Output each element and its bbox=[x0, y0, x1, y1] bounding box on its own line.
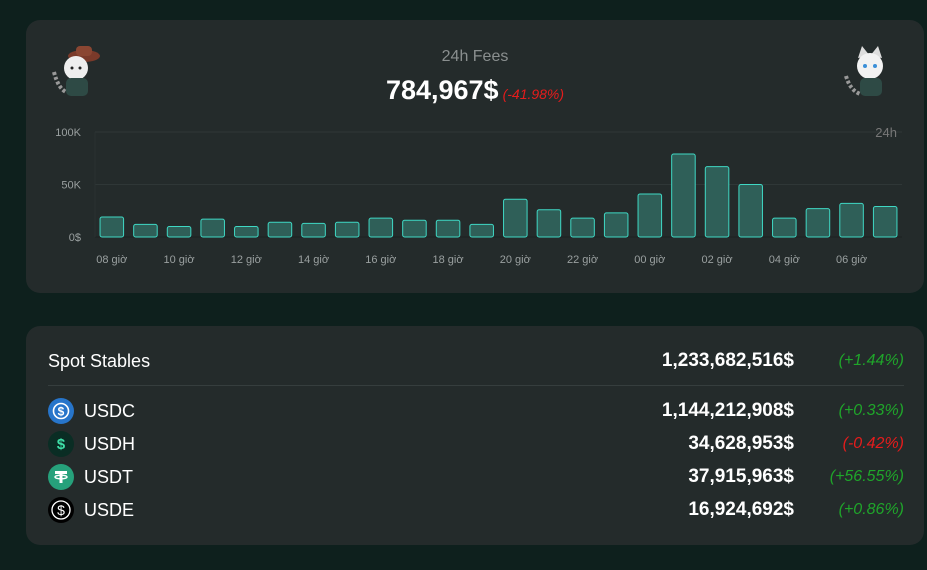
x-tick-label: 02 giờ bbox=[702, 254, 733, 266]
bar bbox=[872, 206, 898, 238]
fees-card: 24h Fees 784,967$ (-41.98%) 0$ 50K 100K 08 g… bbox=[26, 20, 924, 293]
usdh-icon: $ bbox=[48, 431, 74, 457]
stables-title: Spot Stables bbox=[48, 350, 151, 371]
stable-name: USDE bbox=[84, 499, 135, 520]
stable-amount: 34,628,953$ bbox=[688, 433, 794, 454]
x-tick-label: 08 giờ bbox=[96, 254, 127, 266]
stable-amount: 16,924,692$ bbox=[688, 499, 794, 520]
stable-row-usde: $ USDE 16,924,692$ (+0.86%) bbox=[48, 495, 904, 525]
mascot-cat-icon bbox=[844, 46, 883, 96]
bar bbox=[200, 218, 225, 238]
bar bbox=[637, 193, 663, 238]
bar bbox=[166, 226, 192, 238]
bar bbox=[334, 221, 360, 238]
stable-amount: 1,144,212,908$ bbox=[661, 400, 794, 421]
bar bbox=[234, 226, 259, 238]
stable-name: USDT bbox=[84, 466, 133, 487]
fees-change: (-41.98%) bbox=[502, 86, 565, 102]
y-tick-label: 50K bbox=[61, 180, 81, 192]
x-tick-label: 16 giờ bbox=[365, 254, 396, 266]
svg-text:$: $ bbox=[57, 502, 65, 518]
x-tick-label: 06 giờ bbox=[836, 254, 867, 266]
stables-header: Spot Stables 1,233,682,516$ (+1.44%) bbox=[48, 346, 904, 376]
usde-icon: $ bbox=[48, 497, 74, 523]
usdt-icon bbox=[48, 464, 74, 490]
stable-row-usdc: $ USDC 1,144,212,908$ (+0.33%) bbox=[48, 396, 904, 426]
y-tick-label: 0$ bbox=[69, 232, 81, 244]
stable-row-usdt: USDT 37,915,963$ (+56.55%) bbox=[48, 462, 904, 492]
stable-change: (+0.86%) bbox=[838, 501, 904, 518]
stable-amount: 37,915,963$ bbox=[688, 466, 794, 487]
bar bbox=[805, 208, 831, 238]
x-tick-label: 14 giờ bbox=[298, 254, 329, 266]
bar bbox=[301, 222, 326, 238]
x-tick-label: 12 giờ bbox=[231, 254, 262, 266]
stable-row-usdh: $ USDH 34,628,953$ (-0.42%) bbox=[48, 429, 904, 459]
bar bbox=[503, 198, 528, 238]
bar bbox=[99, 216, 125, 238]
svg-text:$: $ bbox=[58, 405, 65, 419]
svg-text:$: $ bbox=[56, 437, 65, 454]
x-tick-label: 10 giờ bbox=[164, 254, 195, 266]
bar bbox=[570, 217, 595, 238]
bar bbox=[368, 217, 394, 238]
bar bbox=[469, 223, 494, 238]
usdc-icon: $ bbox=[48, 398, 74, 424]
x-tick-label: 20 giờ bbox=[500, 254, 531, 266]
bar bbox=[402, 219, 427, 238]
stables-total-change: (+1.44%) bbox=[838, 352, 904, 369]
fees-total: 784,967$ (-41.98%) bbox=[26, 75, 924, 106]
mascot-cat-hat-icon bbox=[52, 46, 100, 96]
stable-name: USDC bbox=[84, 400, 136, 421]
stable-name: USDH bbox=[84, 433, 136, 454]
bar bbox=[435, 219, 461, 238]
bar bbox=[772, 217, 797, 238]
bar bbox=[603, 212, 629, 238]
stable-change: (-0.42%) bbox=[842, 435, 904, 452]
period-label: 24h bbox=[875, 125, 897, 140]
bar bbox=[133, 223, 158, 238]
stables-total: 1,233,682,516$ bbox=[661, 350, 794, 371]
x-tick-label: 18 giờ bbox=[433, 254, 464, 266]
stables-card: Spot Stables 1,233,682,516$ (+1.44%) $ U… bbox=[26, 326, 924, 545]
x-tick-label: 22 giờ bbox=[567, 254, 598, 266]
fees-bar-chart: 0$ 50K 100K 08 giờ 10 giờ 12 giờ 14 giờ 16 giờ 1… bbox=[55, 125, 902, 266]
stable-change: (+0.33%) bbox=[838, 402, 904, 419]
fees-title: 24h Fees bbox=[441, 48, 509, 65]
fees-total-value: 784,967$ bbox=[385, 75, 499, 105]
bar bbox=[704, 166, 730, 238]
bar bbox=[267, 221, 293, 238]
stable-change: (+56.55%) bbox=[829, 468, 904, 485]
bar bbox=[839, 202, 864, 238]
bar bbox=[738, 184, 763, 238]
bar bbox=[536, 209, 562, 238]
divider bbox=[48, 385, 904, 386]
y-tick-label: 100K bbox=[55, 127, 81, 139]
x-tick-label: 04 giờ bbox=[769, 254, 800, 266]
bar bbox=[671, 153, 696, 238]
x-tick-label: 00 giờ bbox=[634, 254, 665, 266]
